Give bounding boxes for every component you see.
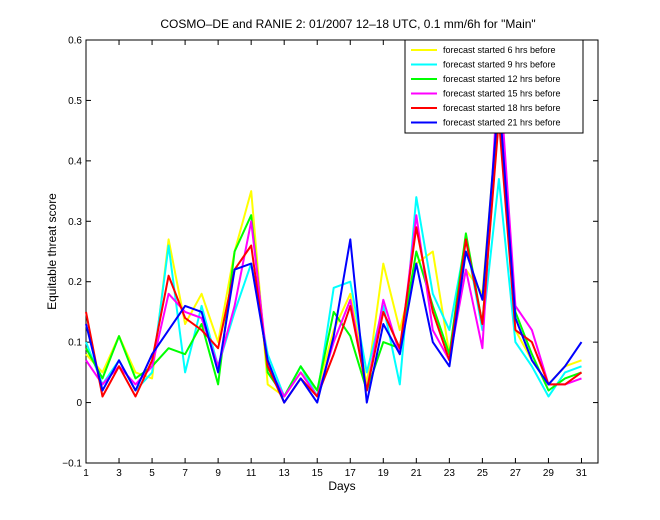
legend-entry: forecast started 6 hrs before bbox=[443, 45, 556, 55]
y-tick-label: 0.4 bbox=[68, 156, 82, 167]
x-tick-label: 31 bbox=[576, 468, 588, 479]
x-tick-label: 25 bbox=[477, 468, 489, 479]
legend-entry: forecast started 12 hrs before bbox=[443, 74, 561, 84]
y-tick-label: −0.1 bbox=[62, 459, 82, 470]
x-tick-label: 13 bbox=[279, 468, 291, 479]
y-axis: −0.1 0 0.1 0.2 0.3 0.4 0.5 0.6 bbox=[62, 36, 598, 470]
x-tick-label: 29 bbox=[543, 468, 555, 479]
x-tick-label: 21 bbox=[411, 468, 423, 479]
y-tick-label: 0.5 bbox=[68, 96, 82, 107]
y-tick-label: 0.2 bbox=[68, 277, 82, 288]
x-tick-label: 19 bbox=[378, 468, 390, 479]
legend-entry: forecast started 21 hrs before bbox=[443, 118, 561, 128]
x-tick-label: 3 bbox=[116, 468, 122, 479]
x-tick-label: 11 bbox=[246, 468, 257, 479]
x-tick-label: 23 bbox=[444, 468, 456, 479]
legend-entry: forecast started 15 hrs before bbox=[443, 89, 561, 99]
x-tick-label: 1 bbox=[83, 468, 89, 479]
x-axis: 1 3 5 7 9 11 13 15 17 19 21 23 25 27 29 31 bbox=[83, 40, 587, 479]
y-tick-label: 0.3 bbox=[68, 217, 82, 228]
x-axis-label: Days bbox=[328, 479, 355, 493]
x-tick-label: 9 bbox=[215, 468, 221, 479]
x-tick-label: 27 bbox=[510, 468, 522, 479]
series-line-1 bbox=[85, 178, 582, 398]
legend-entry: forecast started 18 hrs before bbox=[443, 103, 561, 113]
x-tick-label: 17 bbox=[345, 468, 357, 479]
x-tick-label: 5 bbox=[149, 468, 155, 479]
x-tick-label: 7 bbox=[182, 468, 188, 479]
x-tick-label: 15 bbox=[312, 468, 324, 479]
legend-entry: forecast started 9 hrs before bbox=[443, 60, 556, 70]
chart-title: COSMO–DE and RANIE 2: 01/2007 12–18 UTC,… bbox=[160, 17, 535, 31]
y-tick-label: 0.1 bbox=[68, 338, 82, 349]
y-tick-label: 0 bbox=[76, 398, 82, 409]
y-axis-label: Equitable threat score bbox=[45, 193, 59, 310]
y-tick-label: 0.6 bbox=[68, 36, 82, 47]
legend-box bbox=[404, 39, 584, 134]
legend: forecast started 6 hrs before forecast st… bbox=[404, 39, 584, 134]
